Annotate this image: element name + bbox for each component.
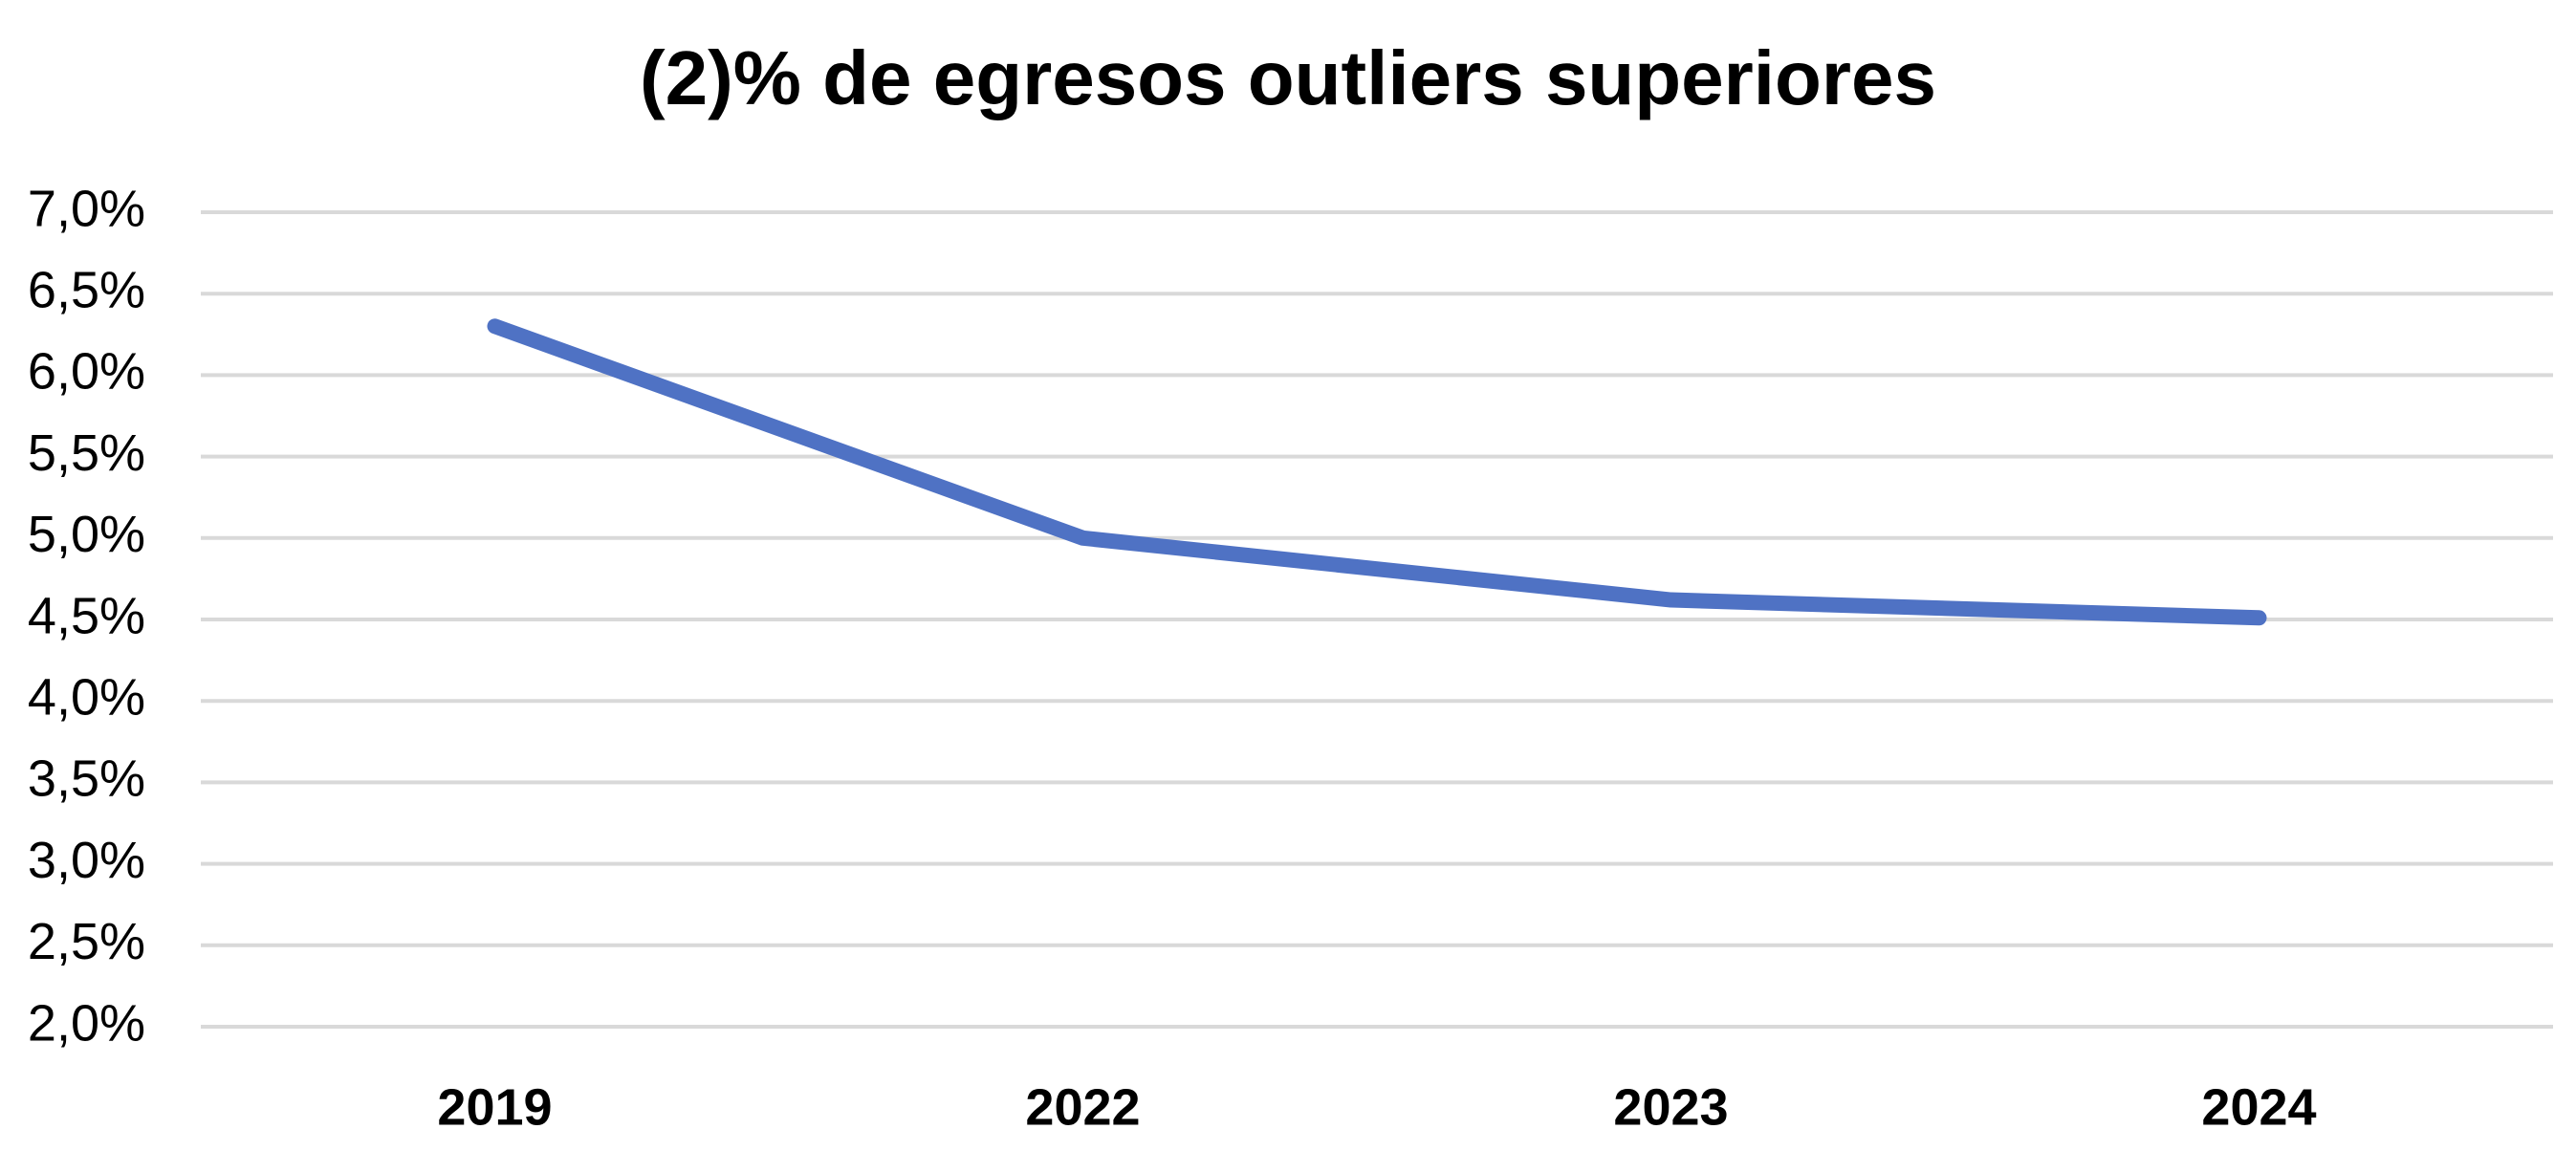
y-tick-label: 4,5% [28,587,145,644]
y-tick-label: 6,5% [28,261,145,318]
y-tick-label: 5,5% [28,424,145,482]
y-axis-ticks: 7,0% 6,5% 6,0% 5,5% 5,0% 4,5% 4,0% 3,5% 3,0% 2,5%… [28,180,145,1052]
x-tick-label: 2022 [1025,1078,1140,1136]
gridlines [201,210,2553,1029]
x-tick-label: 2023 [1613,1078,1728,1136]
x-axis-ticks: 2019 2022 2023 2024 [437,1078,2316,1136]
series-layer [487,318,2267,626]
y-tick-label: 2,5% [28,913,145,970]
series-line [487,318,2267,626]
y-tick-label: 6,0% [28,343,145,401]
x-tick-label: 2024 [2201,1078,2316,1136]
y-tick-label: 7,0% [28,180,145,237]
x-tick-label: 2019 [437,1078,552,1136]
y-tick-label: 2,0% [28,994,145,1052]
y-tick-label: 3,5% [28,750,145,808]
chart-title: (2)% de egresos outliers superiores [639,35,1936,120]
y-tick-label: 3,0% [28,832,145,889]
y-tick-label: 5,0% [28,506,145,563]
y-tick-label: 4,0% [28,668,145,726]
